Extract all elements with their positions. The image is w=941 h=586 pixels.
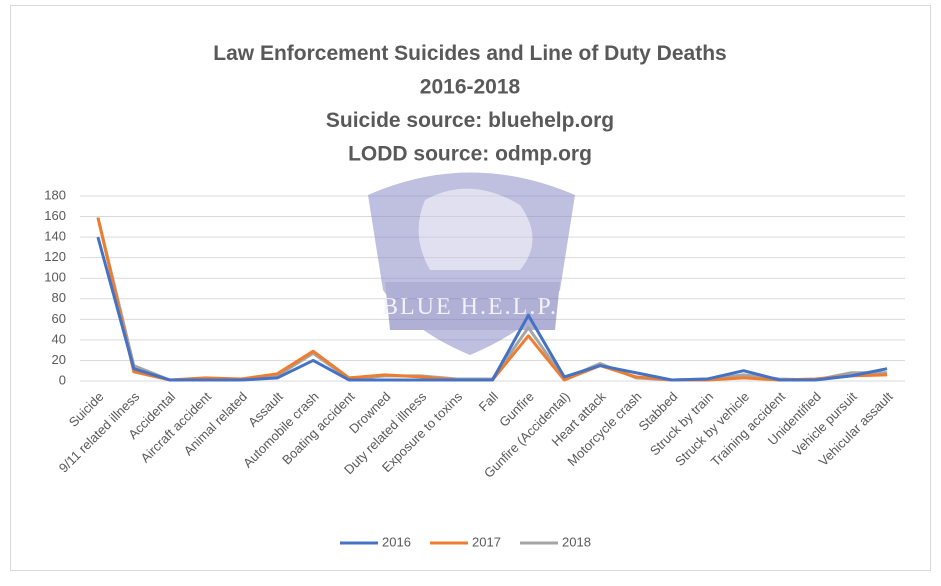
y-tick-label: 160 <box>44 208 66 223</box>
y-tick-label: 20 <box>52 352 66 367</box>
legend-label: 2016 <box>382 534 411 549</box>
legend-label: 2017 <box>472 534 501 549</box>
series-line <box>96 236 888 382</box>
chart-title: Law Enforcement Suicides and Line of Dut… <box>213 42 726 65</box>
chart-title: 2016-2018 <box>420 76 521 99</box>
legend: 2016 2017 2018 <box>340 534 591 549</box>
watermark-text: BLUE H.E.L.P. <box>382 294 558 320</box>
y-tick-label: 100 <box>44 270 66 285</box>
legend-label: 2018 <box>562 534 591 549</box>
y-tick-label: 80 <box>52 290 66 305</box>
y-tick-label: 180 <box>44 187 66 202</box>
y-tick-label: 0 <box>59 372 66 387</box>
chart-title: LODD source: odmp.org <box>348 143 592 166</box>
watermark-logo: BLUE H.E.L.P. <box>368 172 575 355</box>
y-tick-label: 40 <box>52 331 66 346</box>
y-tick-label: 120 <box>44 249 66 264</box>
y-tick-label: 140 <box>44 229 66 244</box>
y-tick-label: 60 <box>52 311 66 326</box>
plot-area <box>96 217 888 382</box>
title-group: Law Enforcement Suicides and Line of Dut… <box>213 42 726 166</box>
chart-title: Suicide source: bluehelp.org <box>326 109 614 132</box>
